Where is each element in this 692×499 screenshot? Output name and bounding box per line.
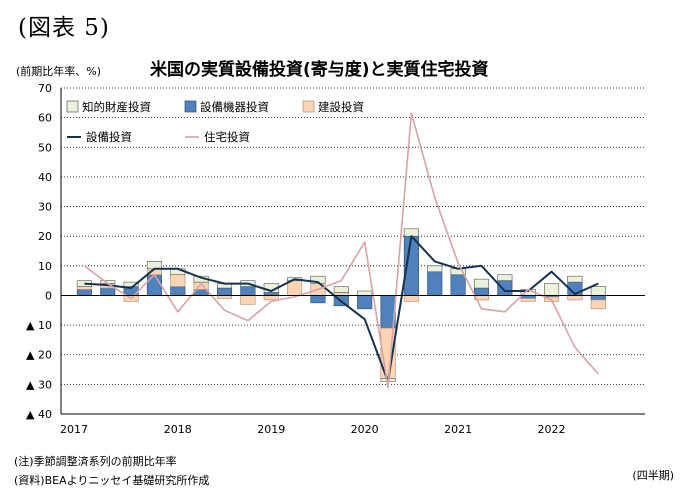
- legend-structures-swatch: [302, 100, 315, 113]
- y-tick-label: 30: [38, 201, 52, 214]
- bar-intellectual-property: [123, 281, 139, 287]
- legend-structures-label: 建設投資: [318, 100, 364, 114]
- bar-structures: [76, 286, 92, 290]
- bar-structures: [240, 295, 256, 305]
- bar-equipment: [450, 274, 466, 296]
- y-tick-label: 70: [38, 82, 52, 95]
- bar-intellectual-property: [146, 261, 162, 270]
- bar-equipment: [473, 287, 490, 296]
- line-total-investment: [84, 235, 599, 383]
- bar-intellectual-property: [590, 286, 606, 296]
- legend-housing-investment-label: 住宅投資: [204, 130, 250, 144]
- y-tick-label: 40: [38, 171, 52, 184]
- bar-series-group: [76, 228, 606, 382]
- bar-structures: [590, 299, 606, 310]
- bar-intellectual-property: [403, 228, 419, 237]
- y-tick-label: 10: [38, 260, 52, 273]
- legend-equipment-swatch: [184, 100, 197, 113]
- bar-equipment: [100, 287, 116, 296]
- bar-equipment: [76, 289, 92, 296]
- legend-intellectual-property-swatch: [66, 100, 79, 113]
- bar-intellectual-property: [567, 275, 583, 283]
- y-tick-label: 0: [45, 289, 52, 302]
- axes-group: 70 60 50 40 30 20 10 0 ▲ 10 ▲ 20 ▲ 30 ▲ 40 2017 2018 2…: [26, 82, 645, 436]
- bar-equipment: [240, 286, 256, 296]
- bar-equipment: [310, 295, 326, 304]
- bar-intellectual-property: [357, 290, 373, 296]
- x-tick-label: 2017: [60, 423, 88, 436]
- bar-structures: [263, 295, 279, 301]
- y-tick-label: ▲ 40: [26, 408, 52, 421]
- legend-intellectual-property-label: 知的財産投資: [82, 100, 151, 114]
- x-tick-label: 2021: [444, 423, 472, 436]
- grid-lines: [61, 87, 645, 415]
- y-tick-label: 20: [38, 230, 52, 243]
- bar-intellectual-property: [333, 286, 349, 293]
- y-tick-label: 50: [38, 141, 52, 154]
- x-tick-label: 2020: [351, 423, 379, 436]
- footnote: (注)季節調整済系列の前期比年率: [14, 455, 177, 468]
- bar-intellectual-property: [427, 265, 443, 273]
- x-tick-label: 2018: [164, 423, 192, 436]
- source-note: (資料)BEAよりニッセイ基礎研究所作成: [14, 474, 210, 487]
- bar-equipment: [497, 280, 513, 296]
- y-tick-label: 60: [38, 112, 52, 125]
- y-axis-unit-label: (前期比年率、%): [16, 65, 102, 78]
- bar-equipment: [146, 274, 162, 296]
- y-tick-label: ▲ 30: [26, 378, 52, 391]
- x-tick-label: 2019: [257, 423, 285, 436]
- bar-intellectual-property: [310, 275, 326, 284]
- bar-intellectual-property: [544, 283, 560, 296]
- bar-equipment: [427, 271, 443, 296]
- bar-equipment: [590, 295, 606, 301]
- y-tick-label: ▲ 10: [26, 319, 52, 332]
- bar-structures: [567, 295, 583, 301]
- y-tick-label: ▲ 20: [26, 349, 52, 362]
- bar-structures: [170, 274, 186, 287]
- x-tick-label: 2022: [538, 423, 566, 436]
- legend-total-investment-label: 設備投資: [86, 130, 132, 144]
- legend-equipment-label: 設備機器投資: [200, 100, 269, 114]
- line-series-group: [83, 112, 599, 389]
- bar-equipment: [216, 287, 233, 296]
- line-housing-investment: [83, 112, 599, 389]
- bar-structures: [520, 298, 536, 302]
- bar-intellectual-property: [473, 278, 490, 289]
- chart-title: 米国の実質設備投資(寄与度)と実質住宅投資: [150, 60, 489, 80]
- bar-intellectual-property: [497, 274, 513, 281]
- x-axis-unit-label: (四半期): [632, 469, 674, 482]
- bar-equipment: [170, 286, 186, 296]
- bar-structures: [403, 295, 419, 302]
- bar-equipment: [357, 295, 373, 310]
- figure-label: (図表 5): [18, 15, 110, 41]
